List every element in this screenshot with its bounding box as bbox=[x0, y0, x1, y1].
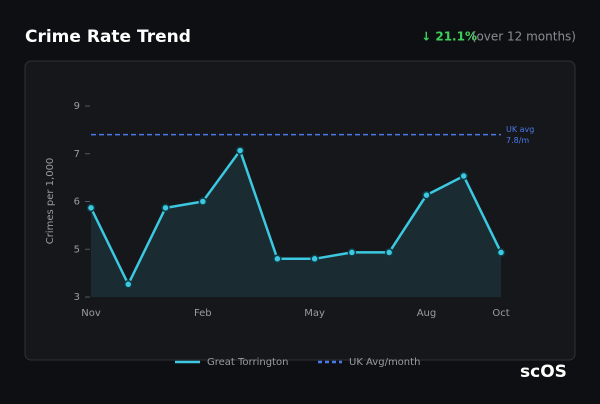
point bbox=[161, 203, 170, 213]
reference-label: UK avg bbox=[506, 125, 534, 134]
period: (over 12 months) bbox=[472, 30, 576, 44]
y-tick-label: 6 bbox=[74, 197, 80, 208]
x-tick-label: May bbox=[304, 308, 325, 319]
x-tick-label: Aug bbox=[417, 308, 437, 319]
title: Crime Rate Trend bbox=[25, 27, 191, 47]
legend-label: UK Avg/month bbox=[349, 357, 420, 368]
point bbox=[384, 248, 394, 257]
point bbox=[273, 254, 282, 264]
point bbox=[422, 190, 431, 200]
x-tick-label: Nov bbox=[81, 308, 101, 319]
logo: scOS bbox=[520, 362, 567, 382]
point bbox=[459, 171, 468, 181]
point bbox=[310, 254, 319, 264]
change: ↓ 21.1% bbox=[421, 30, 477, 44]
y-axis-label: Crimes per 1,000 bbox=[45, 158, 56, 245]
y-tick-label: 5 bbox=[74, 244, 80, 255]
point bbox=[124, 280, 133, 289]
card bbox=[24, 60, 576, 361]
point bbox=[86, 203, 96, 213]
point bbox=[496, 248, 506, 257]
point bbox=[198, 197, 208, 206]
legend-label: Great Torrington bbox=[207, 357, 288, 368]
y-tick-label: 7 bbox=[74, 149, 80, 160]
x-tick-label: Oct bbox=[492, 308, 509, 319]
point bbox=[347, 248, 357, 257]
reference-label: 7.8/m bbox=[506, 136, 529, 145]
x-tick-label: Feb bbox=[194, 308, 212, 319]
y-tick-label: 3 bbox=[74, 292, 80, 303]
plot: 3 5 6 7 9 Crimes per 1,000 Nov Feb May Aug Oct Grea… bbox=[45, 101, 534, 368]
point bbox=[235, 146, 245, 155]
y-tick-label: 9 bbox=[74, 101, 80, 112]
line bbox=[89, 147, 503, 288]
area bbox=[91, 150, 501, 297]
